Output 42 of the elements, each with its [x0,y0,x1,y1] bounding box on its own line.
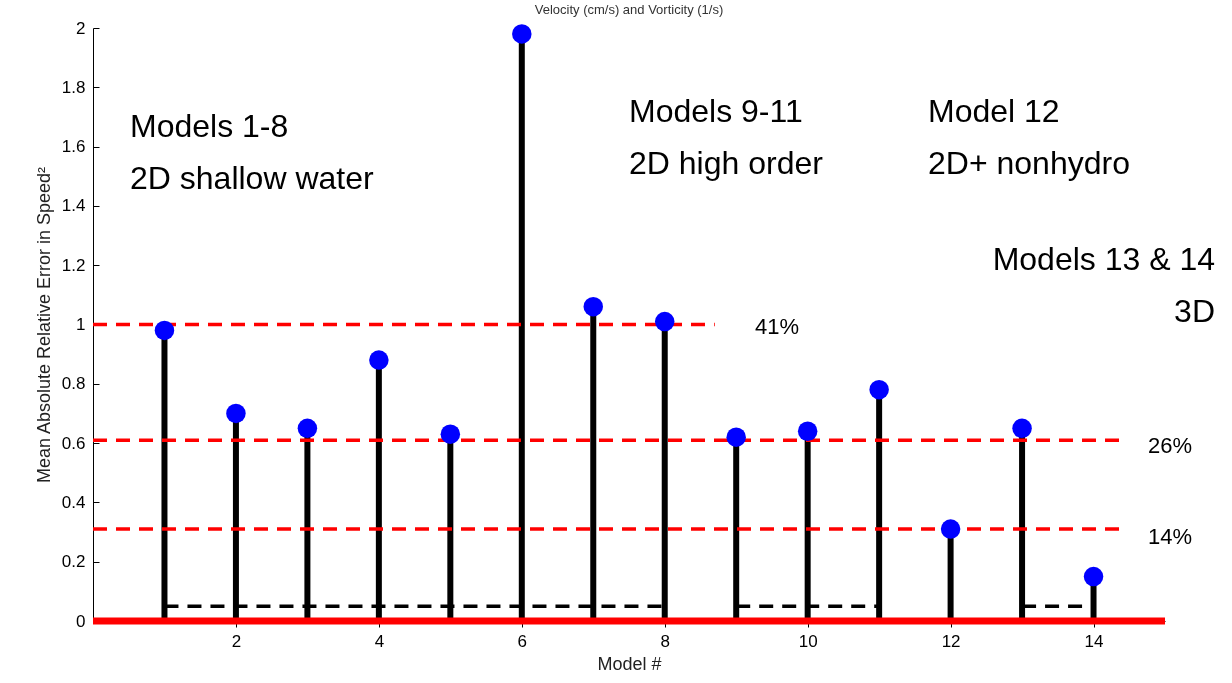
y-tick-label: 0.4 [61,492,86,512]
x-tick-label: 8 [660,631,670,651]
annotation: Model 12 2D+ nonhydro [928,93,1130,181]
point [512,24,532,44]
y-tick-label: 0 [76,611,86,631]
y-tick-label: 1.8 [61,77,86,97]
point [440,424,461,444]
y-axis-title: Mean Absolute Relative Error in Speed² [33,166,54,484]
y-tick-label: 2 [76,18,86,38]
y-tick-label: 0.2 [61,552,86,572]
point [940,519,961,539]
point [369,350,389,370]
y-tick-label: 1.4 [61,196,86,216]
x-tick-label: 14 [1084,631,1104,651]
y-tick-label: 1.6 [61,137,86,157]
x-tick-label: 10 [798,631,818,651]
chart-title: Velocity (cm/s) and Vorticity (1/s) [534,2,724,17]
point [1012,418,1032,438]
y-tick-label: 1.2 [61,255,86,275]
point [583,296,604,317]
x-axis-title: Model # [597,653,662,674]
point [297,418,318,438]
x-tick-label: 2 [231,631,242,651]
annotation: Models 13 & 14 3D [992,241,1215,329]
y-tick-label: 0.6 [61,433,86,453]
point [226,403,246,424]
point [797,421,818,441]
y-tick-label: 0.8 [61,374,86,394]
point [726,427,746,447]
annotation: 41% [755,314,800,339]
annotation: 26% [1148,433,1193,458]
annotation: Models 1-8 2D shallow water [130,108,374,196]
point [654,311,675,332]
point [154,320,175,341]
x-tick-label: 6 [517,631,528,651]
y-tick-label: 1 [76,315,86,334]
annotation: 14% [1148,524,1193,549]
point [869,380,889,400]
annotation: Models 9-11 2D high order [629,93,824,181]
x-tick-label: 12 [941,631,961,651]
point [1083,566,1104,587]
x-tick-label: 4 [374,631,385,651]
